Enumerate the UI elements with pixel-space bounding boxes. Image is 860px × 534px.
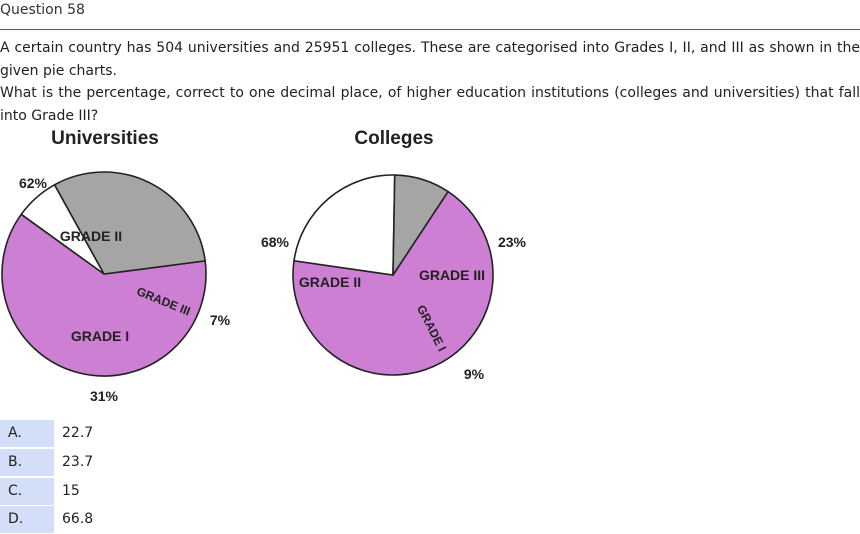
option-c-value[interactable]: 15 xyxy=(62,483,80,499)
chart-1-slice-2-pct: 7% xyxy=(210,312,231,328)
chart-2-title: Colleges xyxy=(354,128,433,149)
chart-1-title: Universities xyxy=(51,128,159,149)
question-text: A certain country has 504 universities a… xyxy=(0,37,860,127)
title-divider xyxy=(0,29,860,30)
option-d-letter[interactable]: D. xyxy=(0,506,54,533)
option-c-letter[interactable]: C. xyxy=(0,478,54,505)
question-title: Question 58 xyxy=(0,2,85,18)
chart-1-slice-3 xyxy=(53,171,206,275)
chart-2-slice-2 xyxy=(293,174,396,276)
chart-1-slice-3-label: GRADE I xyxy=(71,328,129,344)
question-line-1: A certain country has 504 universities a… xyxy=(0,40,860,79)
option-a-letter[interactable]: A. xyxy=(0,420,54,447)
chart-2-slice-1-pct: 68% xyxy=(261,234,290,250)
chart-2-slice-2-pct: 23% xyxy=(498,234,527,250)
option-b-value[interactable]: 23.7 xyxy=(62,454,94,470)
chart-1-slice-3-pct: 31% xyxy=(90,388,119,404)
chart-2-slice-1 xyxy=(292,190,494,376)
option-d-value[interactable]: 66.8 xyxy=(62,511,94,527)
chart-2-slice-3 xyxy=(392,174,449,276)
chart-2-slice-1-label: GRADE II xyxy=(299,274,361,290)
chart-1-slice-1 xyxy=(1,213,207,377)
chart-2-slice-2-label: GRADE III xyxy=(419,267,485,283)
chart-1-slice-1-pct: 62% xyxy=(19,175,48,191)
option-a-value[interactable]: 22.7 xyxy=(62,425,94,441)
chart-2-slice-3-pct: 9% xyxy=(464,366,485,382)
option-b-letter[interactable]: B. xyxy=(0,449,54,476)
question-line-2: What is the percentage, correct to one d… xyxy=(0,85,860,124)
chart-1-slice-1-label: GRADE II xyxy=(60,228,122,244)
